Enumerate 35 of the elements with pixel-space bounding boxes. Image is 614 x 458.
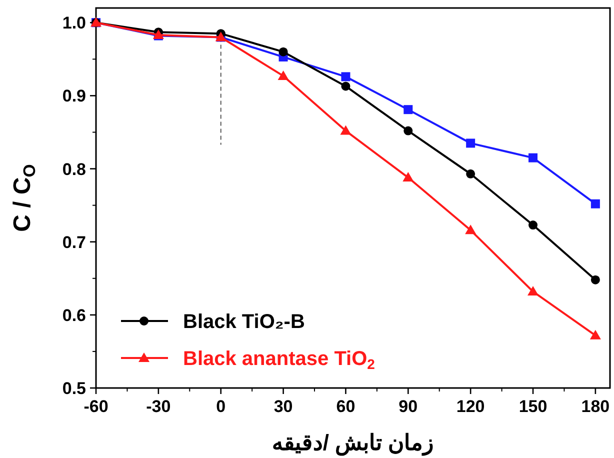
point: [590, 199, 600, 208]
y-tick-label: 0.8: [62, 160, 86, 179]
point: [341, 72, 350, 82]
y-tick-label: 0.6: [62, 306, 86, 325]
point: [590, 275, 600, 284]
legend-label: Black TiO₂-B: [183, 311, 305, 333]
point: [465, 224, 476, 234]
point: [528, 153, 538, 162]
y-tick-label: 0.9: [62, 86, 86, 106]
point: [404, 105, 413, 114]
point: [278, 70, 289, 80]
point: [528, 286, 539, 296]
y-tick-label: 0.5: [62, 379, 86, 398]
x-tick-label: -30: [146, 397, 171, 416]
point: [466, 138, 476, 148]
point: [340, 125, 352, 135]
x-tick-label: 120: [456, 397, 485, 416]
y-tick-label: 0.7: [62, 232, 86, 252]
y-tick-label: 1.0: [62, 14, 86, 33]
x-tick-label: 30: [274, 397, 293, 416]
x-tick-label: 0: [216, 397, 226, 416]
legend-label: Black anantase TiO$_{2}$: [183, 348, 376, 372]
point: [402, 172, 414, 182]
point: [466, 169, 476, 178]
x-tick-label: 90: [398, 397, 418, 416]
x-tick-label: 180: [581, 397, 610, 416]
point: [404, 126, 413, 136]
x-axis-title: زمان تابش /دقیقه: [272, 430, 434, 456]
point: [590, 330, 601, 340]
x-tick-label: 60: [336, 397, 356, 416]
x-tick-label: -60: [84, 397, 108, 416]
point: [341, 82, 350, 91]
point: [528, 220, 538, 230]
x-tick-label: 150: [518, 397, 548, 416]
point: [278, 47, 288, 56]
